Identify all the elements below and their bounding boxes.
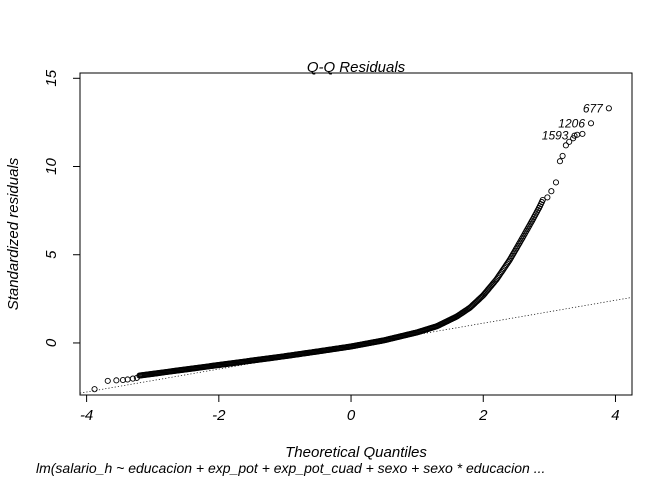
x-axis-title: Theoretical Quantiles xyxy=(285,444,427,461)
y-tick-label: 5 xyxy=(43,250,60,259)
data-point xyxy=(587,120,595,127)
y-tick-label: 10 xyxy=(43,158,60,175)
data-point xyxy=(506,257,513,264)
data-point xyxy=(552,179,560,186)
data-point xyxy=(579,130,586,137)
data-point xyxy=(91,386,98,393)
data-point xyxy=(548,188,555,195)
model-formula: lm(salario_h ~ educacion + exp_pot + exp… xyxy=(36,460,545,476)
data-point xyxy=(562,142,569,149)
data-point xyxy=(544,194,551,201)
reference-line xyxy=(79,297,633,394)
x-tick-label: 4 xyxy=(611,407,619,424)
data-point xyxy=(605,105,612,112)
y-axis: 0 5 10 15 xyxy=(43,69,81,347)
data-point xyxy=(113,377,120,384)
point-label: 1593 xyxy=(542,129,569,143)
y-axis-title: Standardized residuals xyxy=(5,157,22,310)
data-point xyxy=(129,375,136,382)
point-label: 677 xyxy=(583,101,604,115)
point-label: 1206 xyxy=(558,116,585,130)
data-point xyxy=(559,152,566,159)
data-point xyxy=(566,138,573,145)
x-tick-label: -4 xyxy=(80,407,93,424)
y-tick-label: 0 xyxy=(43,338,60,347)
data-points xyxy=(91,105,612,393)
data-point xyxy=(119,376,127,384)
x-tick-label: 2 xyxy=(478,407,488,424)
x-tick-label: 0 xyxy=(347,407,356,424)
data-point xyxy=(556,158,563,165)
data-point xyxy=(571,132,578,139)
x-axis: -4 -2 0 2 4 xyxy=(80,394,620,424)
x-tick-label: -2 xyxy=(212,407,226,424)
data-point xyxy=(104,377,111,384)
y-tick-label: 15 xyxy=(43,69,60,86)
chart-title: Q-Q Residuals xyxy=(307,59,406,76)
data-point xyxy=(133,374,140,381)
data-point xyxy=(539,196,546,204)
